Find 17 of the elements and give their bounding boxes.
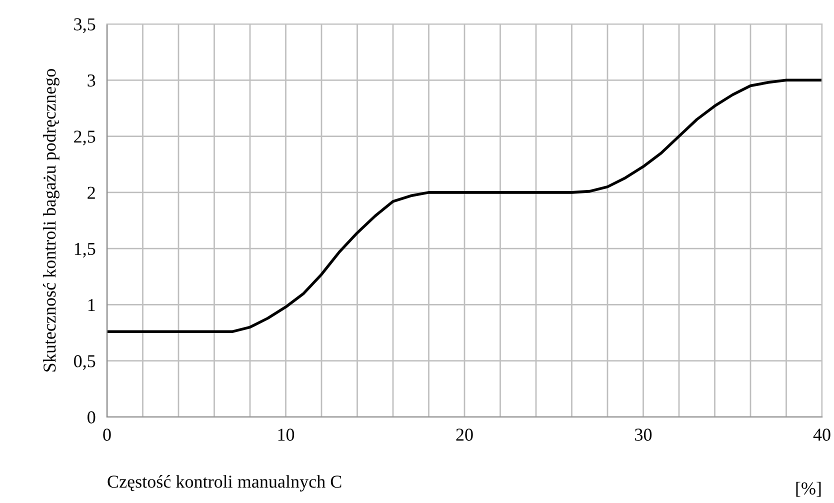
text: [%] [796, 482, 821, 497]
line-series [107, 78, 822, 334]
y-tick-label: 1,5 [74, 242, 96, 258]
y-tick-label: 0,5 [74, 355, 96, 370]
x-tick-label: 0 [103, 428, 111, 441]
y-tick-label: 2,5 [74, 130, 96, 146]
y-axis-title: Skutecznosć kontroli bagażu podręcznego [42, 69, 60, 372]
y-tick-label: 1 [88, 299, 95, 311]
y-tick-label: 2 [88, 186, 95, 199]
x-tick-label: 20 [456, 428, 473, 441]
x-axis-title: Częstość kontroli manualnych C [108, 475, 342, 492]
y-tick-label: 3 [88, 74, 96, 87]
x-tick-label: 10 [278, 428, 294, 441]
x-tick-label: 30 [635, 428, 652, 441]
y-tick-label: 0 [88, 411, 96, 424]
y-tick-label: 3,5 [74, 18, 96, 34]
x-tick-label: 40 [813, 428, 830, 441]
